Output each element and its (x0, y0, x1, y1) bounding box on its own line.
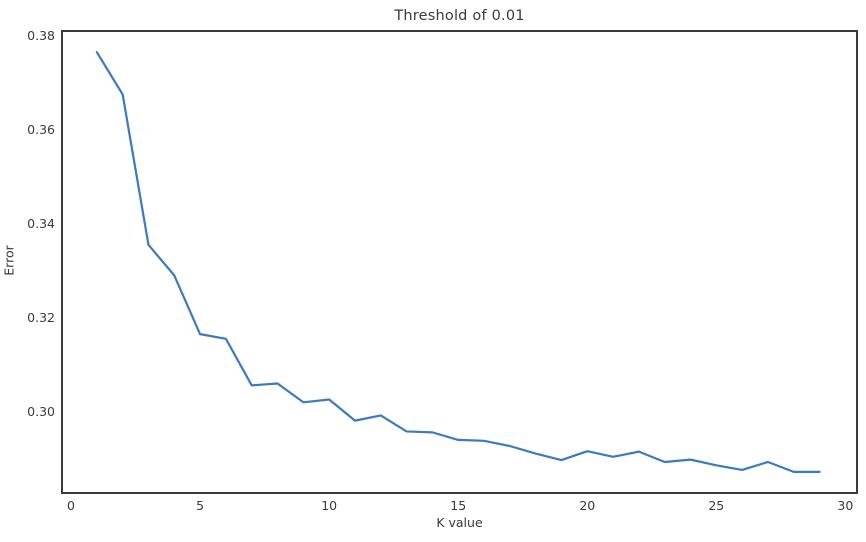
x-tick-label: 30 (837, 498, 853, 513)
x-tick-label: 20 (579, 498, 595, 513)
y-tick-label: 0.32 (27, 310, 55, 325)
plot-area-spines (61, 30, 858, 494)
y-tick-label: 0.30 (27, 404, 55, 419)
x-tick-label: 10 (321, 498, 337, 513)
x-tick-label: 0 (67, 498, 75, 513)
x-tick-label: 25 (708, 498, 724, 513)
chart-title: Threshold of 0.01 (394, 8, 525, 24)
x-axis-label: K value (436, 515, 483, 530)
x-tick-label: 5 (196, 498, 204, 513)
y-tick-label: 0.34 (27, 216, 55, 231)
x-tick-label: 15 (450, 498, 466, 513)
error-line-series (95, 51, 821, 473)
y-tick-label: 0.36 (27, 122, 55, 137)
y-tick-label: 0.38 (27, 28, 55, 43)
